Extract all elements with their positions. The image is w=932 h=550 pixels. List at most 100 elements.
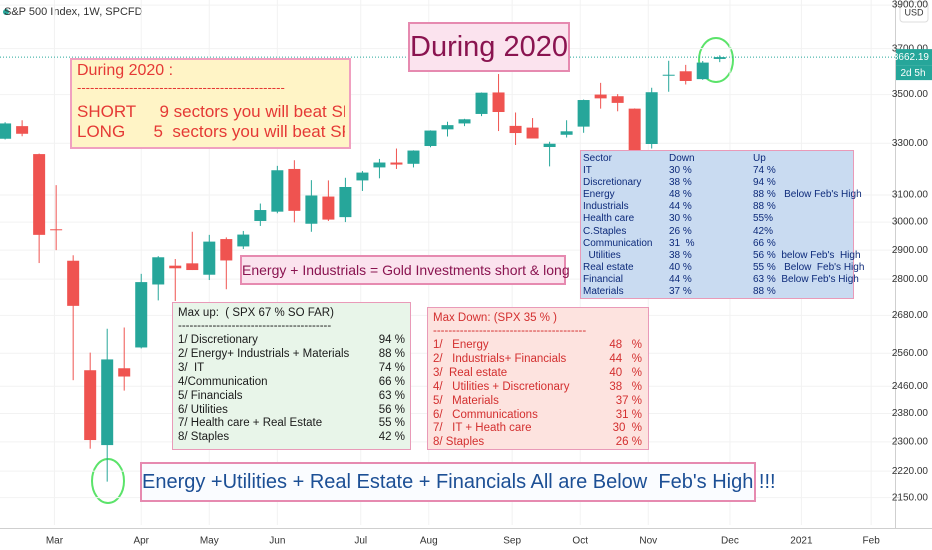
candle-body bbox=[560, 131, 573, 135]
table-cell: Industrials bbox=[583, 201, 629, 213]
candle-body bbox=[679, 71, 692, 81]
sector-table: Sector Down Up IT 30 % 74 % Discretionary 38 % 9… bbox=[580, 150, 864, 299]
headline: During 2020 bbox=[408, 22, 570, 72]
list-value: 55 % bbox=[378, 417, 405, 430]
candle-body bbox=[594, 94, 607, 99]
candle-body bbox=[458, 119, 471, 124]
list-item: 2/ Energy+ Industrials + Materials bbox=[178, 347, 350, 360]
table-cell: Financial bbox=[583, 273, 624, 285]
x-tick-label: 2021 bbox=[790, 536, 813, 547]
list-item: 1/ Energy bbox=[433, 339, 489, 351]
table-cell: 88 % bbox=[753, 286, 776, 297]
candle-body bbox=[441, 125, 454, 130]
list-title: Max Down: (SPX 35 % ) bbox=[433, 312, 557, 324]
max-down-box: Max Down: (SPX 35 % ) -------------------… bbox=[427, 307, 649, 450]
x-tick-label: Apr bbox=[133, 536, 149, 547]
currency: USD bbox=[904, 7, 924, 17]
list-item: 4/Communication bbox=[178, 375, 268, 388]
candle-body bbox=[203, 241, 216, 275]
table-cell: Health care bbox=[583, 213, 635, 225]
list-rule: ---------------------------------------- bbox=[433, 325, 587, 337]
y-tick-label: 2220.00 bbox=[892, 466, 929, 477]
status-dot bbox=[3, 9, 9, 15]
table-cell: 56 % below Feb's High bbox=[753, 249, 861, 261]
candle-body bbox=[526, 127, 539, 139]
candle-body bbox=[101, 359, 114, 446]
x-tick-label: Jun bbox=[269, 536, 285, 547]
x-tick-label: Nov bbox=[639, 536, 657, 547]
list-item: 6/ Utilities bbox=[178, 403, 228, 416]
gold-note: Energy + Industrials = Gold Investments … bbox=[240, 255, 570, 285]
table-cell: 40 % bbox=[669, 261, 692, 273]
list-value: 88 % bbox=[378, 347, 405, 360]
countdown-label: 2d 5h bbox=[900, 68, 925, 79]
table-cell: 74 % bbox=[753, 165, 776, 176]
max-up-box: Max up: ( SPX 67 % SO FAR) --------------… bbox=[172, 302, 411, 450]
summary-line: LONG 5 sectors you will beat SPX bbox=[77, 122, 345, 141]
x-tick-label: Aug bbox=[420, 536, 438, 547]
candle-body bbox=[373, 162, 386, 168]
summary-line: During 2020 : bbox=[77, 62, 174, 79]
table-cell: 44 % bbox=[669, 273, 692, 285]
table-cell: Real estate bbox=[583, 261, 634, 273]
candle-body bbox=[33, 154, 46, 235]
x-tick-label: Sep bbox=[503, 536, 521, 547]
candle-body bbox=[152, 257, 165, 285]
table-cell: Materials bbox=[583, 286, 624, 297]
table-cell: Communication bbox=[583, 237, 653, 249]
candle-body bbox=[84, 370, 97, 441]
candle-body bbox=[237, 234, 250, 247]
table-cell: Utilities bbox=[583, 249, 621, 261]
table-cell: Discretionary bbox=[583, 177, 642, 189]
summary-box: During 2020 : ---------------------------… bbox=[70, 58, 351, 149]
candle-body bbox=[475, 92, 488, 114]
list-item: 8/ Staples bbox=[178, 431, 230, 444]
candle-body bbox=[305, 195, 318, 224]
list-item: 7/ IT + Heath care bbox=[433, 422, 532, 435]
list-item: 7/ Health care + Real Estate bbox=[178, 417, 323, 430]
table-cell: 30 % bbox=[669, 213, 692, 225]
table-cell: 88 % Below Feb's High bbox=[753, 189, 862, 201]
y-tick-label: 2460.00 bbox=[892, 381, 929, 392]
candle-body bbox=[50, 229, 63, 231]
y-tick-label: 2680.00 bbox=[892, 310, 929, 321]
table-header: Up bbox=[753, 153, 766, 164]
table-cell: 88 % bbox=[753, 201, 776, 213]
list-value: 94 % bbox=[378, 334, 405, 346]
list-value: 48 % bbox=[609, 339, 642, 351]
y-tick-label: 3700.00 bbox=[892, 43, 929, 54]
candle-body bbox=[288, 168, 301, 211]
candle-body bbox=[356, 172, 369, 181]
last-price-tag bbox=[896, 49, 932, 66]
table-cell: 37 % bbox=[669, 286, 692, 297]
list-value: 37 % bbox=[615, 394, 642, 407]
list-value: 30 % bbox=[612, 422, 642, 435]
table-cell: 55 % Below Feb's High bbox=[753, 261, 865, 273]
list-value: 66 % bbox=[378, 375, 405, 388]
y-tick-label: 2800.00 bbox=[892, 274, 929, 285]
list-item: 5/ Materials bbox=[433, 394, 499, 407]
table-cell: 26 % bbox=[669, 225, 692, 237]
table-cell: IT bbox=[583, 165, 592, 176]
y-tick-label: 2300.00 bbox=[892, 436, 929, 447]
candle-body bbox=[339, 186, 352, 218]
candle-body bbox=[696, 62, 709, 80]
x-tick-label: May bbox=[200, 536, 219, 547]
candle-body bbox=[543, 143, 556, 148]
list-value: 31 % bbox=[615, 408, 642, 421]
highlight-circle bbox=[698, 37, 734, 83]
candle-body bbox=[118, 368, 131, 377]
table-cell: 38 % bbox=[669, 249, 692, 261]
currency-badge[interactable] bbox=[899, 1, 929, 23]
list-item: 4/ Utilities + Discretionary bbox=[433, 380, 570, 393]
x-tick-label: Mar bbox=[46, 536, 64, 547]
table-cell: Energy bbox=[583, 189, 615, 201]
list-value: 63 % bbox=[378, 389, 405, 402]
candle-body bbox=[492, 92, 505, 113]
list-item: 3/ Real estate bbox=[433, 366, 508, 379]
x-tick-label: Jul bbox=[354, 536, 367, 547]
highlight-circle bbox=[91, 458, 125, 504]
y-tick-label: 3900.00 bbox=[892, 0, 929, 11]
x-tick-label: Feb bbox=[863, 536, 881, 547]
candle-body bbox=[628, 108, 641, 151]
